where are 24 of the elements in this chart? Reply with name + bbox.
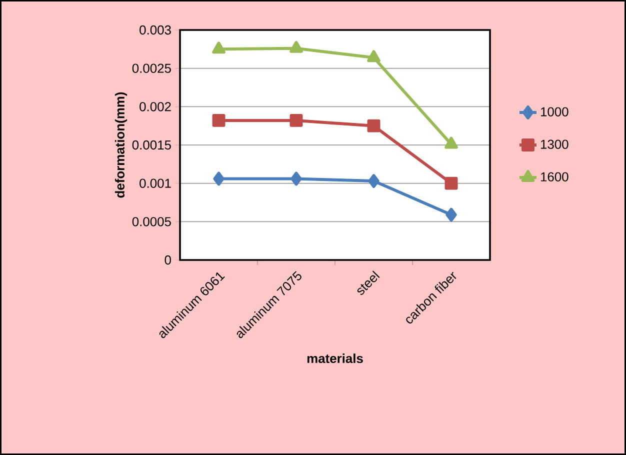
point (444, 136, 458, 149)
y-tick-label: 0.003 (140, 25, 171, 35)
point (290, 172, 302, 186)
y-tick-label: 0.002 (140, 102, 171, 112)
point (446, 208, 457, 222)
point (212, 114, 226, 127)
legend-label: 1300 (540, 140, 568, 149)
y-tick-label: 0 (164, 255, 171, 265)
y-tick-label: 0.0005 (132, 217, 171, 226)
x-axis-title: materials (307, 354, 363, 364)
point (444, 176, 458, 190)
point (367, 50, 380, 62)
y-tick-label: 0.001 (140, 178, 171, 188)
point (212, 42, 226, 54)
y-tick-label: 0.0025 (132, 64, 171, 73)
legend-label: 1000 (540, 107, 568, 116)
point (368, 174, 380, 188)
point (367, 119, 380, 132)
point (290, 114, 303, 127)
point (290, 40, 303, 53)
legend-label: 1600 (540, 172, 568, 182)
point (213, 172, 224, 186)
y-axis-title: deformation(mm) (114, 92, 128, 198)
y-tick-label: 0.0015 (132, 140, 171, 150)
